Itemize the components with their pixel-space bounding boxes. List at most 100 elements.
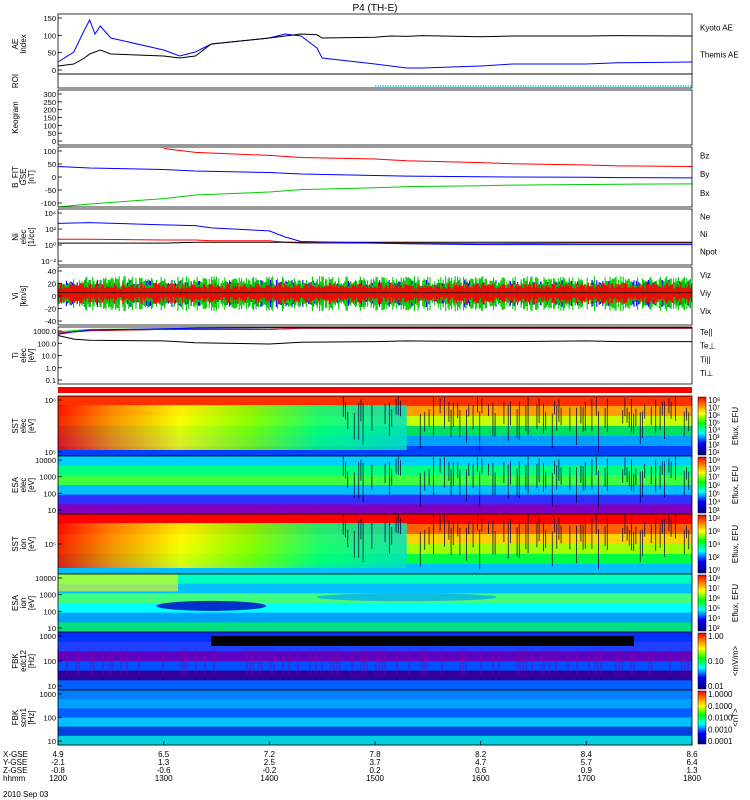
ni-ylabel-word: Ni: [11, 233, 20, 241]
fbk_e-band: [58, 680, 692, 691]
fbk_b-ytick: 100: [43, 714, 56, 723]
ae-ylabel-word: Index: [19, 34, 28, 54]
ae-frame: [57, 13, 693, 75]
ni-series-1: [58, 241, 692, 244]
fbk_b-colorbar-tick: 0.0010: [708, 725, 733, 734]
x-row-value: 4.9: [52, 750, 64, 759]
sst_e-ylabel-word: SST: [11, 418, 20, 434]
fbk_e-colorbar-tick: 1.00: [708, 632, 724, 641]
fbk_e-colorbar-tick: 0.01: [708, 682, 724, 691]
keogram-ytick: 300: [43, 90, 56, 99]
ae-ylabel: AE Index: [11, 34, 28, 54]
bfit-series-2: [57, 166, 693, 179]
vi-ylabel-word: Vi: [11, 292, 20, 299]
esa_i-colorbar-tick: 10⁸: [708, 574, 720, 583]
ae-legend-kyotoae: Kyoto AE: [700, 23, 733, 32]
fbk_b-band: [58, 699, 692, 709]
ti-ylabel-word: [eV]: [27, 348, 36, 362]
x-row-value: 1500: [366, 774, 384, 783]
esa_e-band: [58, 504, 692, 515]
esa_e-ytick: 100: [43, 489, 56, 498]
x-row-value: -0.2: [262, 766, 276, 775]
sst_i-band: [58, 564, 692, 575]
ni-ytick: 10⁴: [44, 209, 56, 218]
x-row-value: 0.2: [369, 766, 381, 775]
sst_e-ylabel-word: elec: [19, 419, 28, 434]
sst_e-colorbar-tick: 10⁶: [708, 411, 720, 420]
esa_i-band: [58, 603, 692, 614]
sst_i-ylabel: SST ion [eV]: [11, 536, 36, 552]
esa_e-ytick: 1000: [39, 473, 56, 482]
sst_e-colorbar-tick: 10⁵: [708, 418, 720, 427]
fbk_e-dark-band: [211, 636, 634, 646]
x-row-value: 3.7: [369, 758, 381, 767]
esa_i-band: [58, 574, 692, 585]
esa_i-colorbar-tick: 10⁴: [708, 614, 721, 623]
x-row-value: -0.6: [157, 766, 171, 775]
esa_i-ytick: 1000: [39, 591, 56, 600]
fbk_e-colorbar: [697, 632, 707, 690]
ae-ylabel-word: AE: [11, 39, 20, 50]
x-axis: X-GSE 4.9 6.5 7.2 7.8 8.2 8.4 8.6 Y-GSE -2.1 1.3 2.…: [3, 741, 701, 799]
fbk_b-ylabel-word: [Hz]: [27, 710, 36, 724]
ti-legend-te: Te⊥: [700, 342, 715, 351]
esa_i-feature: [58, 574, 178, 592]
roi-ylabel-word: ROI: [11, 74, 20, 88]
fbk_e-colorbar-tick: 0.10: [708, 657, 724, 666]
fbk_e-ylabel-word: FBK: [11, 653, 20, 669]
sst_e-colorbar-tick: 10¹: [708, 448, 720, 457]
fbk_e-colorbar-label: <mV/m>: [731, 646, 740, 677]
sst_i-colorbar-tick: 10²: [708, 553, 720, 562]
ti-ytick: 0.1: [46, 376, 56, 385]
sst_e-ylabel: SST elec [eV]: [11, 418, 36, 434]
ae-series-0: [57, 18, 693, 69]
esa_e-band: [58, 465, 692, 476]
fbk_b-colorbar: [697, 690, 707, 745]
sst_e-ytick: 10⁵: [45, 448, 56, 457]
bfit-ylabel-word: GSE: [19, 169, 28, 186]
esa_i-colorbar-tick: 10⁷: [708, 584, 720, 593]
esa_i-ytick: 100: [43, 607, 56, 616]
ti-ylabel: Ti elec [eV]: [11, 348, 36, 363]
bfit-ytick: 100: [43, 147, 56, 156]
fbk_b-colorbar-tick: 0.1000: [708, 702, 733, 711]
ae-ytick: 50: [48, 49, 56, 58]
x-row-value: 1700: [577, 774, 595, 783]
fbk_b-band: [58, 708, 692, 718]
esa_e-ylabel-word: [eV]: [27, 478, 36, 492]
ni-ytick: 10²: [45, 225, 56, 234]
fbk_e-spectrogram: [57, 632, 692, 691]
esa_e-colorbar-tick: 10⁹: [708, 456, 720, 465]
x-row-value: 7.2: [264, 750, 276, 759]
fbk_e-ylabel-word: [Hz]: [27, 654, 36, 668]
bfit-ylabel: B_FIT GSE [nT]: [11, 166, 36, 188]
x-row-label-z-gse: Z-GSE: [3, 766, 27, 775]
sst_i-colorbar-label: Eflux, EFU: [731, 525, 740, 563]
fbk_b-colorbar-tick: 1.0000: [708, 690, 733, 699]
x-row-value: 8.4: [581, 750, 593, 759]
esa_e-streaks: [342, 456, 690, 510]
sst_e-colorbar-tick: 10⁸: [708, 396, 720, 405]
x-row-value: 1.3: [158, 758, 170, 767]
x-row-value: 1200: [49, 774, 67, 783]
vi-ytick: 40: [48, 267, 56, 276]
ti-legend-ti: Ti||: [700, 355, 711, 364]
x-row-label-x-gse: X-GSE: [3, 750, 28, 759]
sst_e-colorbar-tick: 10²: [708, 441, 720, 450]
bfit-legend-by: By: [700, 170, 709, 179]
bfit-series-1: [57, 183, 693, 208]
esa_e-colorbar-tick: 10⁴: [708, 498, 721, 507]
vi-legend-viy: Viy: [700, 289, 711, 298]
vi-ylabel: Vi [km/s]: [11, 285, 28, 306]
keogram-ytick: 250: [43, 98, 56, 107]
sst_i-ylabel-word: ion: [19, 539, 28, 550]
esa_i-ylabel-word: [eV]: [27, 596, 36, 610]
esa_e-spectrogram: [58, 456, 692, 515]
sst_i-colorbar: [697, 514, 707, 574]
esa_i-ylabel: ESA ion [eV]: [11, 594, 36, 611]
sst_e-colorbar: [697, 396, 707, 456]
sst_e-ytick: 10⁶: [45, 396, 56, 405]
x-row-value: 7.8: [369, 750, 381, 759]
